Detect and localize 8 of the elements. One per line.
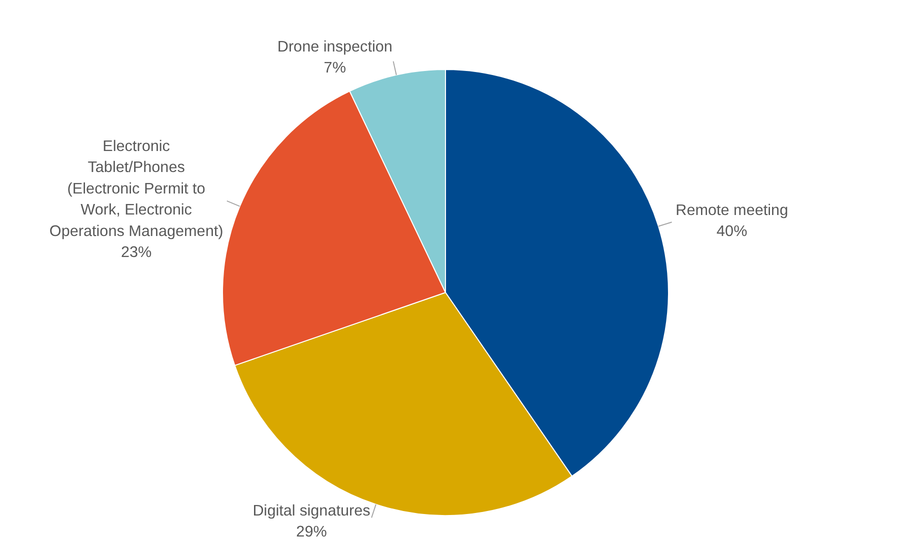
slice-label: Remote meeting [676,202,788,219]
slice-label: Digital signatures [252,502,371,520]
data-label: 29% [296,524,328,541]
data-label: 40% [716,223,748,240]
slice-label: Drone inspection [277,38,392,56]
data-label: 23% [120,244,152,262]
slice-label: Electronic Tablet/Phones (Electronic Permit to Work, Electronic Operations Management) [49,138,224,240]
data-label: 7% [324,60,346,77]
